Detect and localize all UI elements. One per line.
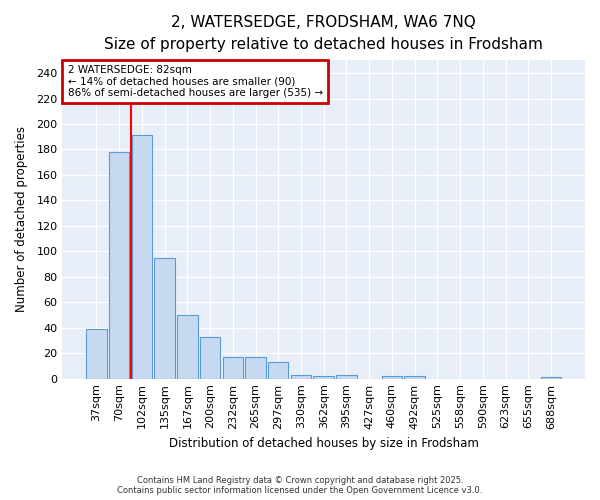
Bar — [382, 376, 402, 378]
Bar — [313, 376, 334, 378]
Bar — [177, 315, 197, 378]
Bar — [404, 376, 425, 378]
Y-axis label: Number of detached properties: Number of detached properties — [15, 126, 28, 312]
Bar — [109, 152, 130, 378]
Bar — [200, 336, 220, 378]
Text: 2 WATERSEDGE: 82sqm
← 14% of detached houses are smaller (90)
86% of semi-detach: 2 WATERSEDGE: 82sqm ← 14% of detached ho… — [68, 65, 323, 98]
X-axis label: Distribution of detached houses by size in Frodsham: Distribution of detached houses by size … — [169, 437, 479, 450]
Bar — [291, 375, 311, 378]
Bar — [86, 329, 107, 378]
Bar — [336, 375, 356, 378]
Bar — [245, 357, 266, 378]
Bar — [223, 357, 243, 378]
Title: 2, WATERSEDGE, FRODSHAM, WA6 7NQ
Size of property relative to detached houses in: 2, WATERSEDGE, FRODSHAM, WA6 7NQ Size of… — [104, 15, 543, 52]
Bar — [131, 136, 152, 378]
Text: Contains HM Land Registry data © Crown copyright and database right 2025.
Contai: Contains HM Land Registry data © Crown c… — [118, 476, 482, 495]
Bar — [154, 258, 175, 378]
Bar — [268, 362, 289, 378]
